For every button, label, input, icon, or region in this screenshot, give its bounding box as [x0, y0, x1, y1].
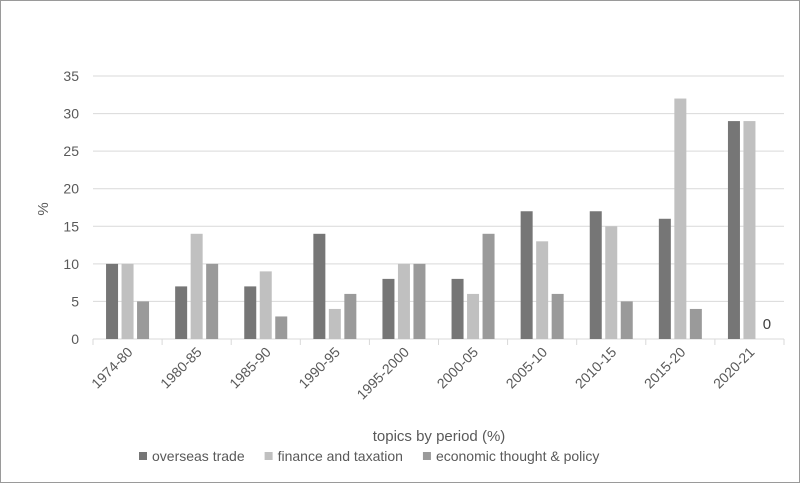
legend-swatch	[264, 452, 273, 460]
y-tick-label: 5	[71, 293, 79, 309]
x-tick-label: 2015-20	[641, 344, 689, 392]
bar-finance-and-taxation	[190, 233, 203, 339]
bar-finance-and-taxation	[328, 308, 341, 339]
y-tick-label: 10	[63, 256, 79, 272]
y-tick-label: 30	[63, 106, 79, 122]
bar-overseas-trade	[313, 233, 326, 339]
x-tick-label: 1974-80	[88, 344, 136, 392]
bar-overseas-trade	[175, 286, 188, 339]
bar-finance-and-taxation	[605, 226, 618, 339]
legend: overseas trade finance and taxation econom…	[139, 448, 599, 464]
legend-swatch	[422, 452, 431, 460]
bar-overseas-trade	[589, 211, 602, 339]
bar-economic-thought-policy	[620, 301, 633, 339]
bar-economic-thought-policy	[413, 263, 426, 339]
bar-overseas-trade	[244, 286, 257, 339]
y-tick-label: 25	[63, 143, 79, 159]
data-label: 0	[763, 316, 771, 333]
legend-label: economic thought & policy	[436, 448, 599, 464]
y-tick-label: 0	[71, 331, 79, 347]
bar-finance-and-taxation	[674, 98, 687, 340]
bar-overseas-trade	[727, 121, 740, 339]
bar-economic-thought-policy	[275, 316, 288, 339]
bar-economic-thought-policy	[482, 233, 495, 339]
legend-label: finance and taxation	[278, 448, 403, 464]
bar-overseas-trade	[451, 278, 464, 339]
x-tick-label: 2020-21	[710, 344, 758, 392]
y-tick-label: 35	[63, 68, 79, 84]
bar-finance-and-taxation	[121, 263, 134, 339]
x-tick-label: 1990-95	[295, 344, 343, 392]
bar-finance-and-taxation	[743, 121, 756, 339]
bar-overseas-trade	[520, 211, 533, 339]
bar-finance-and-taxation	[259, 271, 272, 339]
x-tick-label: 1995-2000	[353, 344, 412, 403]
bar-economic-thought-policy	[344, 293, 357, 339]
bar-finance-and-taxation	[467, 293, 480, 339]
x-tick-label: 2005-10	[503, 344, 551, 392]
bar-overseas-trade	[382, 278, 395, 339]
y-axis-label: %	[35, 202, 52, 215]
x-tick-label: 1985-90	[226, 344, 274, 392]
legend-swatch	[139, 452, 147, 460]
x-tick-label: 2000-05	[434, 344, 482, 392]
bar-overseas-trade	[658, 218, 671, 339]
x-axis-label: topics by period (%)	[373, 428, 506, 445]
legend-label: overseas trade	[152, 448, 245, 464]
bar-economic-thought-policy	[137, 301, 150, 339]
x-tick-label: 2010-15	[572, 344, 620, 392]
bar-economic-thought-policy	[206, 263, 219, 339]
y-tick-label: 20	[63, 181, 79, 197]
bar-economic-thought-policy	[689, 308, 702, 339]
bar-finance-and-taxation	[536, 241, 549, 339]
y-tick-label: 15	[63, 218, 79, 234]
bar-overseas-trade	[106, 263, 119, 339]
bar-economic-thought-policy	[551, 293, 564, 339]
x-tick-label: 1980-85	[157, 344, 205, 392]
bar-finance-and-taxation	[397, 263, 410, 339]
